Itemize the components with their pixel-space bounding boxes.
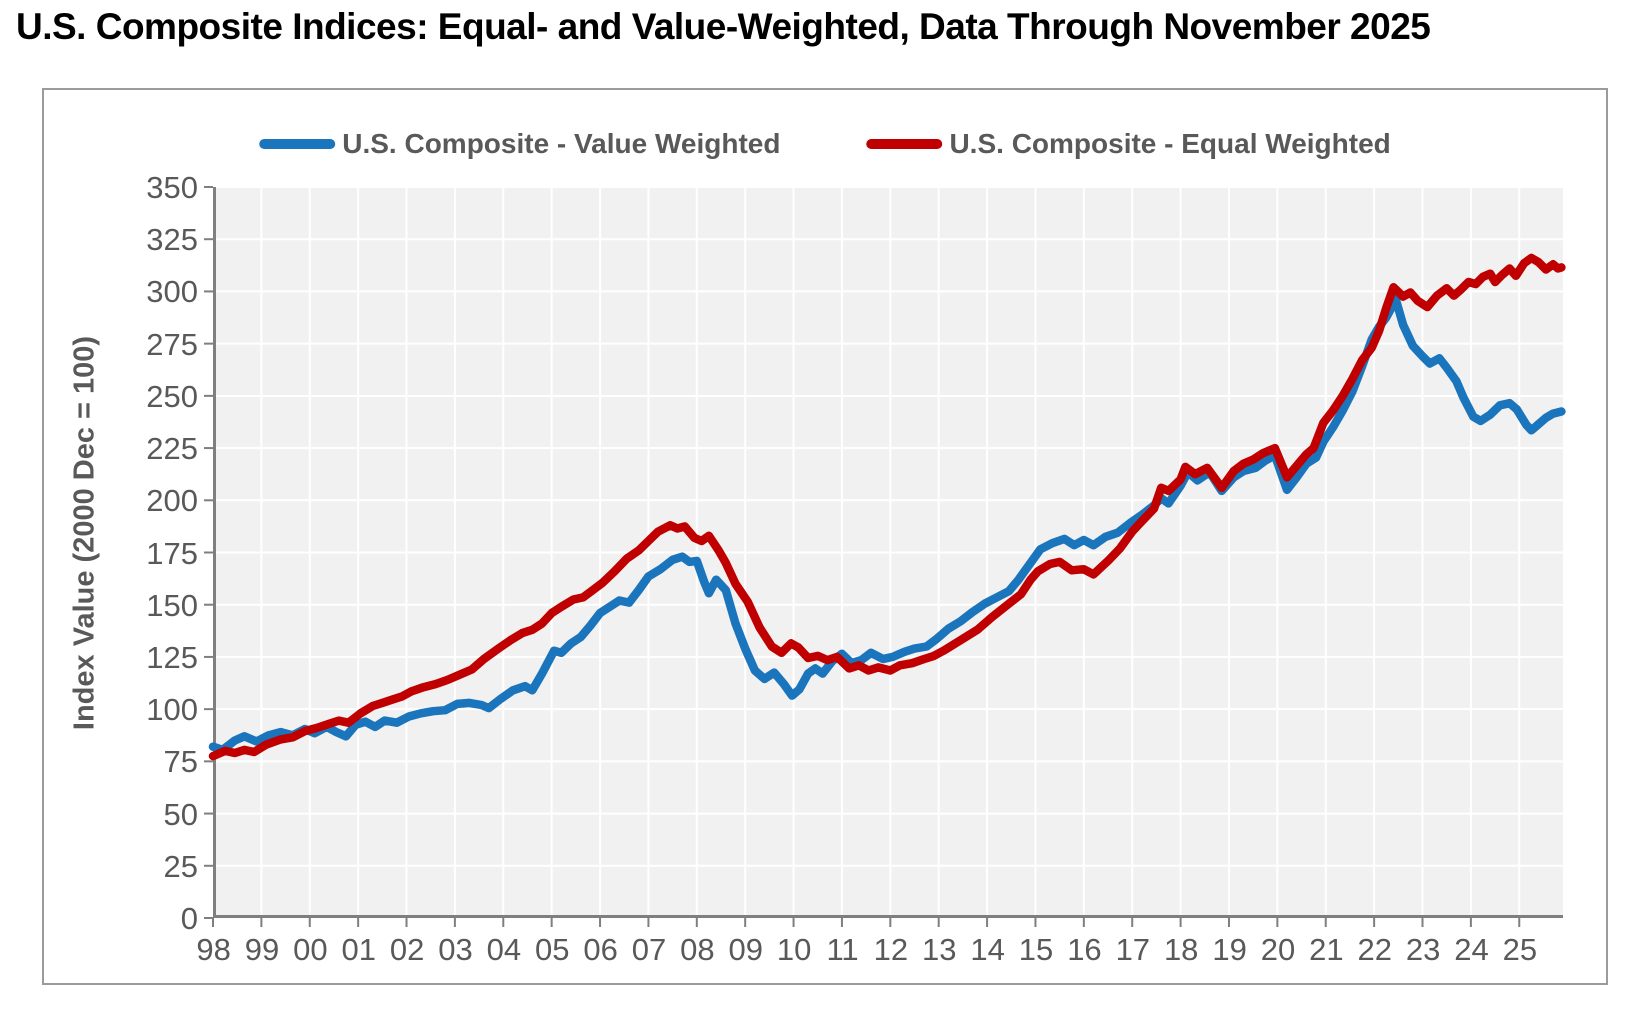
chart-title: U.S. Composite Indices: Equal- and Value… [16,6,1431,47]
y-tick-label: 150 [146,587,198,623]
y-tick-label: 175 [146,535,198,571]
legend-item-value-weighted: U.S. Composite - Value Weighted [259,128,780,160]
x-tick-label: 10 [776,932,812,967]
x-tick-label: 20 [1260,932,1296,967]
x-tick-label: 22 [1357,932,1392,967]
x-tick-label: 11 [826,932,859,967]
x-tick-label: 25 [1502,932,1538,967]
x-tick-label: 24 [1454,932,1489,967]
x-tick-label: 13 [922,932,957,967]
y-tick-label: 25 [163,848,198,884]
legend-swatch-blue-line-icon [259,139,336,149]
x-tick-label: 01 [341,932,376,967]
x-tick-label: 06 [583,932,618,967]
x-tick-label: 17 [1115,932,1151,967]
legend: U.S. Composite - Value Weighted U.S. Com… [259,128,1391,160]
legend-item-equal-weighted: U.S. Composite - Equal Weighted [866,128,1391,160]
x-tick-label: 16 [1067,932,1102,967]
y-tick-label: 125 [146,639,198,675]
x-tick-label: 08 [680,932,715,967]
y-tick-label: 300 [146,274,198,310]
x-tick-label: 12 [873,932,909,967]
y-tick-label: 225 [146,431,198,467]
y-tick-label: 75 [163,744,198,780]
x-tick-label: 03 [438,932,473,967]
legend-label-value-weighted: U.S. Composite - Value Weighted [342,128,781,159]
x-tick-label: 21 [1309,932,1344,967]
x-tick-label: 07 [631,932,667,967]
x-tick-label: 98 [196,932,231,967]
y-tick-label: 100 [146,692,198,728]
y-tick-label: 50 [163,796,198,832]
x-tick-label: 00 [293,932,328,967]
x-tick-label: 99 [244,932,280,967]
y-tick-label: 200 [146,483,198,519]
x-tick-label: 18 [1163,932,1199,967]
x-tick-label: 09 [728,932,763,967]
x-tick-label: 19 [1212,932,1247,967]
y-tick-label: 275 [146,326,198,362]
y-tick-label: 250 [146,378,198,414]
y-tick-label: 350 [146,170,198,205]
y-tick-label: 0 [180,901,198,936]
x-tick-label: 14 [970,932,1005,967]
plot-area [204,186,1566,927]
legend-label-equal-weighted: U.S. Composite - Equal Weighted [949,128,1391,159]
x-tick-label: 15 [1018,932,1054,967]
x-tick-label: 02 [389,932,425,967]
y-tick-label: 325 [146,222,198,258]
x-tick-label: 04 [486,932,522,967]
y-axis-title: Index Value (2000 Dec = 100) [68,335,101,731]
x-tick-label: 23 [1405,932,1441,967]
x-tick-label: 05 [535,932,570,967]
legend-swatch-red-line-icon [866,139,943,149]
